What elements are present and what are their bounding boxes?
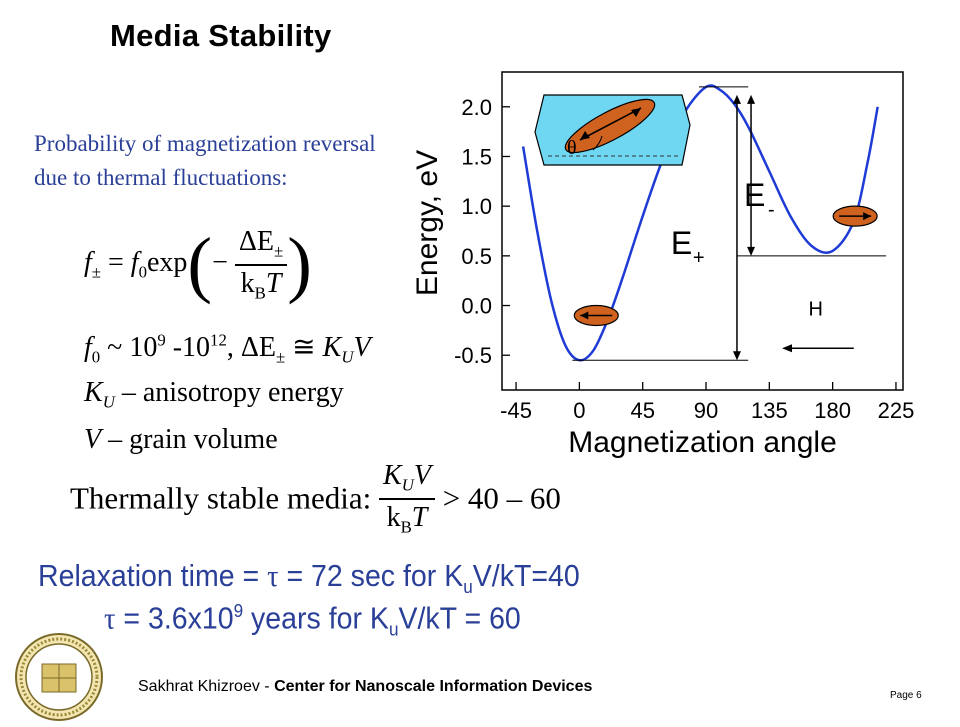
x-tick-label: 0: [573, 398, 585, 423]
university-seal: [14, 632, 104, 722]
stability-num-v: V: [413, 460, 431, 491]
eq1-f0: f: [130, 247, 139, 279]
slide-title: Media Stability: [110, 18, 332, 53]
eq3-text: – anisotropy energy: [114, 377, 344, 408]
y-tick-label: 2.0: [461, 95, 492, 120]
eq2-delta-e: , ΔE: [226, 332, 276, 363]
inset-arrow-head-1: [631, 108, 641, 117]
field-arrow-head: [781, 344, 792, 353]
stability-den-sub: B: [400, 517, 412, 537]
y-tick-label: 0.0: [461, 294, 492, 319]
equation-attempt-frequency: f0 ~ 109 -1012, ΔE± ≅ KUV: [84, 330, 371, 368]
eq1-f0-sub: 0: [138, 262, 147, 282]
relaxation-line-2: τ = 3.6x109 years for KuV/kT = 60: [104, 600, 521, 641]
grain-left-arrow-head: [580, 311, 589, 320]
relax1-b: = 72 sec for K: [278, 558, 464, 593]
eq1-numerator-sub: ±: [273, 241, 284, 261]
footer-credit: Sakhrat Khizroev - Center for Nanoscale …: [138, 678, 592, 696]
e-minus-label: E: [744, 177, 765, 213]
equation-reversal-rate: f± = f0exp(− ΔE± kBT ): [84, 223, 312, 306]
y-tick-label: 0.5: [461, 244, 492, 269]
equation-grain-volume: V – grain volume: [84, 424, 278, 456]
eq2-k-sub: U: [341, 347, 354, 367]
stability-den-k: k: [386, 501, 401, 533]
e-minus-subscript: -: [768, 199, 775, 221]
eq1-f: f: [84, 247, 92, 279]
eq1-den-sub: B: [254, 283, 266, 303]
stability-den-t: T: [411, 501, 428, 533]
stability-criterion: Thermally stable media: KUV kBT > 40 – 6…: [70, 460, 561, 537]
eq2-delta-e-sub: ±: [275, 347, 286, 367]
eq1-fraction: ΔE± kBT: [234, 226, 288, 303]
relax2-b: years for K: [243, 600, 389, 636]
e-minus-arrow-head-bottom: [732, 351, 741, 361]
relax2-sup: 9: [233, 600, 244, 621]
y-tick-label: 1.0: [461, 194, 492, 219]
stability-fraction: KUV kBT: [379, 460, 435, 537]
eq1-equals: =: [101, 247, 131, 279]
theta-label: θ: [567, 137, 577, 159]
stability-num-k: K: [383, 460, 402, 491]
eq1-den-k: k: [240, 267, 255, 299]
inset-arrow-head-2: [580, 131, 590, 140]
x-tick-label: 90: [694, 398, 718, 423]
eq2-approx: ~ 10: [100, 332, 158, 363]
plot-frame: [501, 71, 904, 391]
field-label: H: [809, 298, 823, 320]
eq1-f-sub: ±: [91, 262, 101, 282]
y-tick-label: 1.5: [461, 144, 492, 169]
relax1-tau: τ: [267, 558, 279, 593]
stability-label: Thermally stable media:: [70, 480, 372, 516]
x-axis-label: Magnetization angle: [568, 426, 837, 459]
eq1-numerator: ΔE: [238, 226, 274, 257]
eq2-v: V: [353, 332, 371, 363]
eq2-sup1: 9: [157, 330, 166, 350]
stability-num-sub: U: [401, 475, 414, 495]
relax2-c: V/kT = 60: [398, 600, 521, 636]
grain-right-arrow-head: [863, 212, 872, 221]
eq3-k-sub: U: [102, 392, 115, 412]
equation-anisotropy: KU – anisotropy energy: [84, 377, 344, 413]
eq1-exp: exp: [146, 247, 188, 279]
footer-center: Center for Nanoscale Information Devices: [274, 678, 593, 695]
eq2-k: K: [322, 332, 342, 363]
relax2-a: = 3.6x10: [115, 600, 234, 636]
eq1-minus: −: [212, 247, 228, 279]
eq2-cong: ≅: [285, 332, 323, 363]
x-tick-label: 135: [751, 398, 788, 423]
relaxation-line-1: Relaxation time = τ = 72 sec for KuV/kT=…: [38, 558, 580, 598]
eq4-v: V: [84, 424, 102, 455]
footer-author: Sakhrat Khizroev -: [138, 678, 275, 695]
relax1-sub: u: [463, 576, 473, 598]
inset-angle-arc: [592, 135, 603, 151]
eq1-den-t: T: [265, 267, 282, 299]
x-tick-label: 180: [814, 398, 851, 423]
e-minus-arrow-head-top: [732, 94, 741, 104]
eq2-f-sub: 0: [91, 347, 101, 367]
stability-rhs: > 40 – 60: [434, 480, 561, 516]
eq3-k: K: [84, 377, 103, 408]
energy-curve-line: [521, 84, 879, 362]
relax1-a: Relaxation time =: [38, 558, 268, 593]
intro-text: Probability of magnetization reversal du…: [34, 131, 376, 190]
relax2-tau: τ: [104, 600, 116, 636]
x-tick-label: 45: [630, 398, 654, 423]
eq2-f: f: [84, 332, 92, 363]
e-plus-label: E: [671, 225, 692, 261]
eq4-text: – grain volume: [101, 424, 278, 455]
x-tick-label: 225: [878, 398, 915, 423]
y-axis-label: Energy, eV: [411, 150, 444, 296]
page-number: Page 6: [890, 690, 922, 701]
inset-magnetization-arrow: [579, 107, 642, 141]
e-plus-arrow-head-bottom: [747, 246, 756, 256]
x-tick-label: -45: [500, 398, 532, 423]
relax2-sub: u: [388, 618, 399, 640]
relax1-c: V/kT=40: [472, 558, 580, 593]
e-plus-subscript: +: [693, 247, 705, 269]
eq2-sup2: 12: [210, 330, 227, 350]
e-plus-arrow-head-top: [747, 94, 756, 104]
y-tick-label: -0.5: [454, 343, 492, 368]
eq2-range: -10: [165, 332, 211, 363]
